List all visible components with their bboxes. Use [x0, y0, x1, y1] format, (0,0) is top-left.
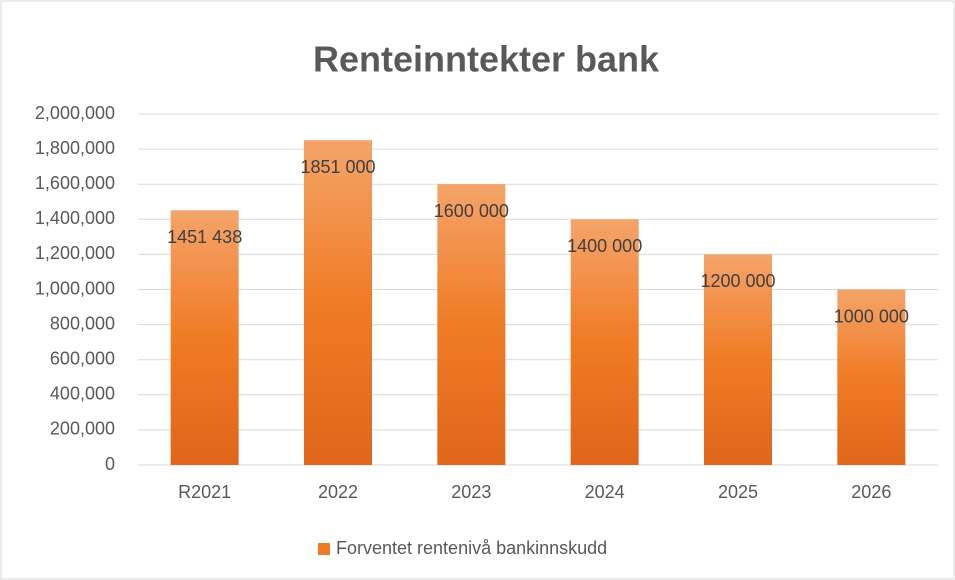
bar	[437, 184, 506, 465]
x-tick-label: 2024	[585, 482, 625, 502]
x-tick-label: 2026	[851, 482, 891, 502]
x-tick-label: R2021	[178, 482, 231, 502]
y-tick-label: 0	[105, 454, 115, 474]
y-tick-label: 600,000	[50, 348, 115, 368]
y-tick-label: 1,800,000	[35, 138, 115, 158]
x-tick-label: 2022	[318, 482, 358, 502]
bar	[704, 254, 772, 465]
bar	[570, 219, 639, 465]
y-tick-label: 200,000	[50, 419, 115, 439]
y-tick-label: 1,600,000	[35, 173, 115, 193]
y-tick-label: 1,000,000	[35, 278, 115, 298]
bar	[170, 210, 239, 465]
y-tick-label: 1,400,000	[35, 208, 115, 228]
data-label: 1851 000	[300, 157, 375, 177]
data-label: 1600 000	[434, 201, 509, 221]
legend-swatch	[318, 543, 330, 555]
legend-label: Forventet rentenivå bankinnskudd	[336, 538, 607, 558]
chart-title: Renteinntekter bank	[313, 39, 660, 80]
bar	[304, 140, 372, 465]
y-tick-label: 2,000,000	[35, 103, 115, 123]
y-tick-label: 400,000	[50, 384, 115, 404]
data-label: 1451 438	[167, 227, 242, 247]
x-tick-label: 2025	[718, 482, 758, 502]
y-tick-label: 1,200,000	[35, 243, 115, 263]
data-label: 1400 000	[567, 236, 642, 256]
x-tick-label: 2023	[451, 482, 491, 502]
y-tick-label: 800,000	[50, 313, 115, 333]
data-label: 1000 000	[834, 306, 909, 326]
bar	[837, 289, 906, 465]
data-label: 1200 000	[700, 271, 775, 291]
